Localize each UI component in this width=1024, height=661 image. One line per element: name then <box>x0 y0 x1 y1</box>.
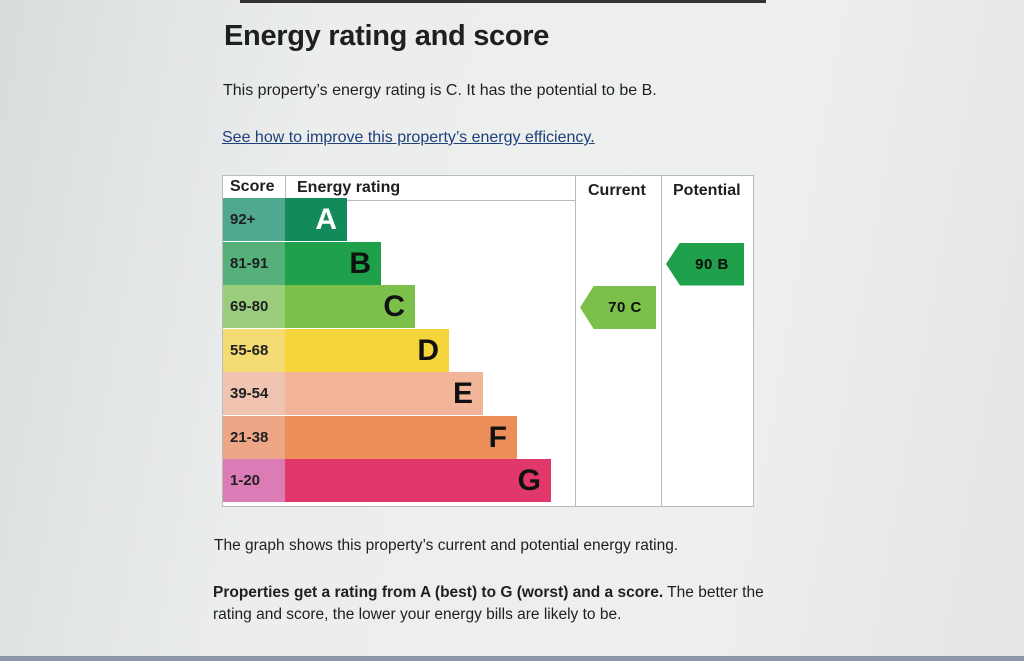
band-bar: D <box>285 328 449 372</box>
band-bar: C <box>285 285 415 328</box>
current-column-divider <box>575 176 576 506</box>
band-score-range: 92+ <box>223 198 285 241</box>
potential-rating-arrow-label: 90 B <box>695 255 729 273</box>
rating-band-f: 21-38 F <box>223 415 575 459</box>
band-bar: G <box>285 459 551 502</box>
header-divider <box>223 200 576 201</box>
band-bar: B <box>285 241 381 285</box>
band-letter: G <box>517 464 541 497</box>
rating-column-header: Energy rating <box>297 179 401 196</box>
graph-note: The graph shows this property’s current … <box>214 537 679 554</box>
band-letter: C <box>383 290 405 323</box>
bottom-edge <box>0 656 1024 661</box>
current-rating-arrow: 70 C <box>580 286 656 329</box>
rating-summary: This property’s energy rating is C. It h… <box>223 82 657 99</box>
band-score-range: 55-68 <box>223 328 285 372</box>
improve-efficiency-link-wrap: See how to improve this property’s energ… <box>222 129 595 147</box>
top-divider <box>240 0 766 3</box>
rating-band-d: 55-68 D <box>223 328 575 372</box>
band-score-range: 69-80 <box>223 285 285 328</box>
rating-explanation-rest: The better the rating and score, the low… <box>213 584 764 623</box>
potential-column-divider <box>661 176 662 506</box>
potential-rating-arrow: 90 B <box>666 242 744 286</box>
band-bar: F <box>285 415 517 459</box>
score-column-header: Score <box>230 178 275 195</box>
rating-band-b: 81-91 B <box>223 241 575 285</box>
energy-rating-chart: Score Energy rating Current Potential 92… <box>222 175 754 507</box>
page-title: Energy rating and score <box>224 20 550 52</box>
current-rating-arrow-label: 70 C <box>608 299 642 316</box>
band-bar: A <box>285 198 347 241</box>
rating-band-g: 1-20 G <box>223 459 575 502</box>
band-letter: A <box>315 203 337 236</box>
band-letter: F <box>488 420 507 454</box>
score-column-divider <box>285 176 286 201</box>
link-suffix: . <box>590 129 595 146</box>
band-score-range: 21-38 <box>223 415 285 459</box>
rating-band-c: 69-80 C <box>223 285 575 328</box>
potential-column-header: Potential <box>673 182 741 199</box>
band-letter: D <box>417 333 439 367</box>
band-score-range: 39-54 <box>223 372 285 415</box>
band-letter: E <box>452 377 473 410</box>
band-bar: E <box>285 372 483 415</box>
rating-explanation-bold: Properties get a rating from A (best) to… <box>213 584 664 601</box>
improve-efficiency-link[interactable]: See how to improve this property’s energ… <box>222 129 591 146</box>
band-score-range: 1-20 <box>223 459 285 502</box>
rating-explanation: Properties get a rating from A (best) to… <box>213 582 773 626</box>
rating-band-a: 92+ A <box>223 198 575 241</box>
current-column-header: Current <box>588 182 646 199</box>
band-letter: B <box>349 246 371 280</box>
rating-band-e: 39-54 E <box>223 372 575 415</box>
band-score-range: 81-91 <box>223 241 285 285</box>
